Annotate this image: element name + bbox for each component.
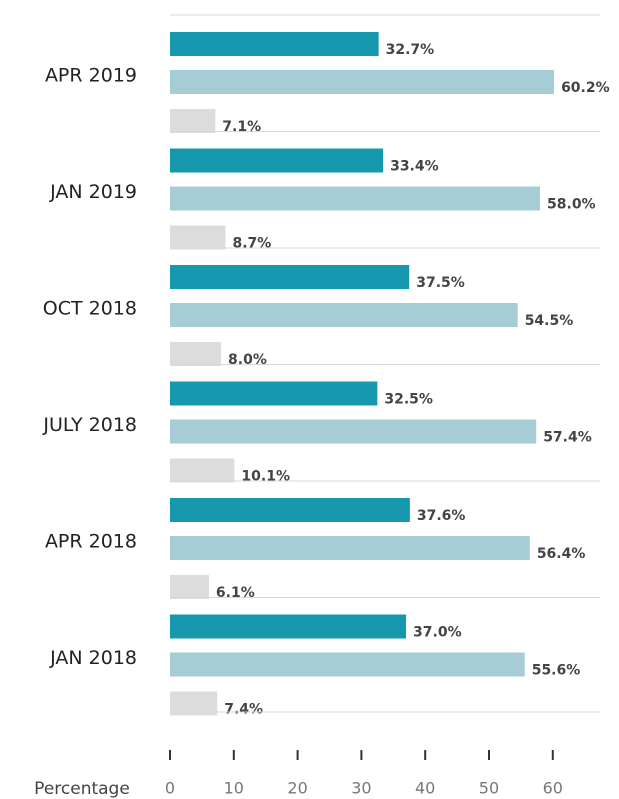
x-tick-label: 60 [543,779,563,798]
value-label: 10.1% [241,469,290,485]
value-label: 56.4% [537,546,586,562]
value-label: 7.4% [224,702,263,718]
x-tick-label: 30 [351,779,371,798]
bar [170,303,518,327]
value-label: 60.2% [561,80,610,96]
category-label: APR 2018 [45,531,137,553]
bar [170,265,410,289]
value-label: 37.6% [417,508,466,524]
bar [170,458,235,483]
bar [170,342,222,366]
value-label: 54.5% [525,313,574,329]
value-label: 37.5% [416,275,465,291]
x-tick-label: 10 [224,779,244,798]
category-label: JULY 2018 [42,414,137,436]
value-label: 32.7% [386,42,435,58]
category-label: OCT 2018 [43,298,137,320]
x-tick-label: 40 [415,779,435,798]
bar [170,225,226,250]
value-label: 32.5% [384,392,433,408]
bar [170,575,209,599]
value-label: 7.1% [222,119,261,135]
bar [170,652,525,677]
bar [170,381,378,406]
value-label: 37.0% [413,625,462,641]
category-label: APR 2019 [45,65,137,87]
category-label: JAN 2018 [49,647,137,669]
x-tick-label: 50 [479,779,499,798]
bar [170,70,555,94]
value-label: 55.6% [532,663,581,679]
bar [170,32,379,56]
value-label: 33.4% [390,159,439,175]
bar [170,419,537,444]
bar [170,536,530,560]
value-label: 58.0% [547,197,596,213]
value-label: 6.1% [216,585,255,601]
category-label: JAN 2019 [49,181,137,203]
x-tick-label: 20 [287,779,307,798]
bar [170,498,410,522]
bar [170,186,541,211]
x-tick-label: 0 [165,779,175,798]
bar [170,109,216,133]
bar [170,148,384,173]
bar [170,614,407,639]
value-label: 8.0% [228,352,267,368]
value-label: 8.7% [233,236,272,252]
x-axis-label: Percentage [34,779,130,799]
value-label: 57.4% [543,430,592,446]
